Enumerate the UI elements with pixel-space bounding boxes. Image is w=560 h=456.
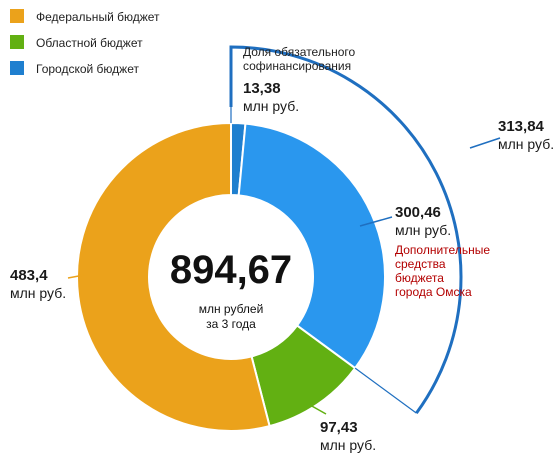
value-label-federal: 483,4 bbox=[10, 267, 48, 284]
unit-label-city-total: млн руб. bbox=[498, 136, 554, 152]
cofinancing-note-line1: Доля обязательного bbox=[243, 45, 356, 59]
unit-label-federal: млн руб. bbox=[10, 285, 66, 301]
city-total-leader bbox=[469, 137, 501, 149]
unit-label-city-additional: млн руб. bbox=[395, 222, 451, 238]
legend-swatch-federal bbox=[10, 9, 24, 23]
federal-leader bbox=[67, 274, 85, 279]
city-budget-bracket bbox=[229, 45, 463, 414]
regional-leader bbox=[309, 404, 327, 415]
unit-label-city-cofinancing: млн руб. bbox=[243, 98, 299, 114]
additional-note-line4: города Омска bbox=[395, 285, 472, 299]
value-label-regional: 97,43 bbox=[320, 419, 358, 436]
cofinancing-note-line2: софинансирования bbox=[243, 59, 351, 73]
legend-label-regional: Областной бюджет bbox=[36, 36, 143, 50]
legend-label-city: Городской бюджет bbox=[36, 62, 139, 76]
legend: Федеральный бюджет Областной бюджет Горо… bbox=[10, 9, 160, 76]
legend-swatch-regional bbox=[10, 35, 24, 49]
donut-slices bbox=[76, 121, 386, 432]
value-label-city-additional: 300,46 bbox=[395, 204, 441, 221]
city-additional-leader bbox=[359, 216, 393, 227]
additional-note-line2: средства bbox=[395, 257, 446, 271]
total-value: 894,67 bbox=[170, 248, 292, 292]
additional-note-line1: Дополнительные bbox=[395, 243, 490, 257]
total-unit-line1: млн рублей bbox=[199, 302, 264, 316]
additional-note-line3: бюджета bbox=[395, 271, 444, 285]
value-label-city-cofinancing: 13,38 bbox=[243, 80, 281, 97]
legend-swatch-city bbox=[10, 61, 24, 75]
value-label-city-total: 313,84 bbox=[498, 118, 545, 135]
slice-city-additional bbox=[237, 122, 386, 370]
bracket-connector bbox=[354, 367, 417, 414]
legend-label-federal: Федеральный бюджет bbox=[36, 10, 160, 24]
slice-federal bbox=[76, 121, 271, 432]
unit-label-regional: млн руб. bbox=[320, 437, 376, 453]
total-unit-line2: за 3 года bbox=[206, 317, 256, 331]
